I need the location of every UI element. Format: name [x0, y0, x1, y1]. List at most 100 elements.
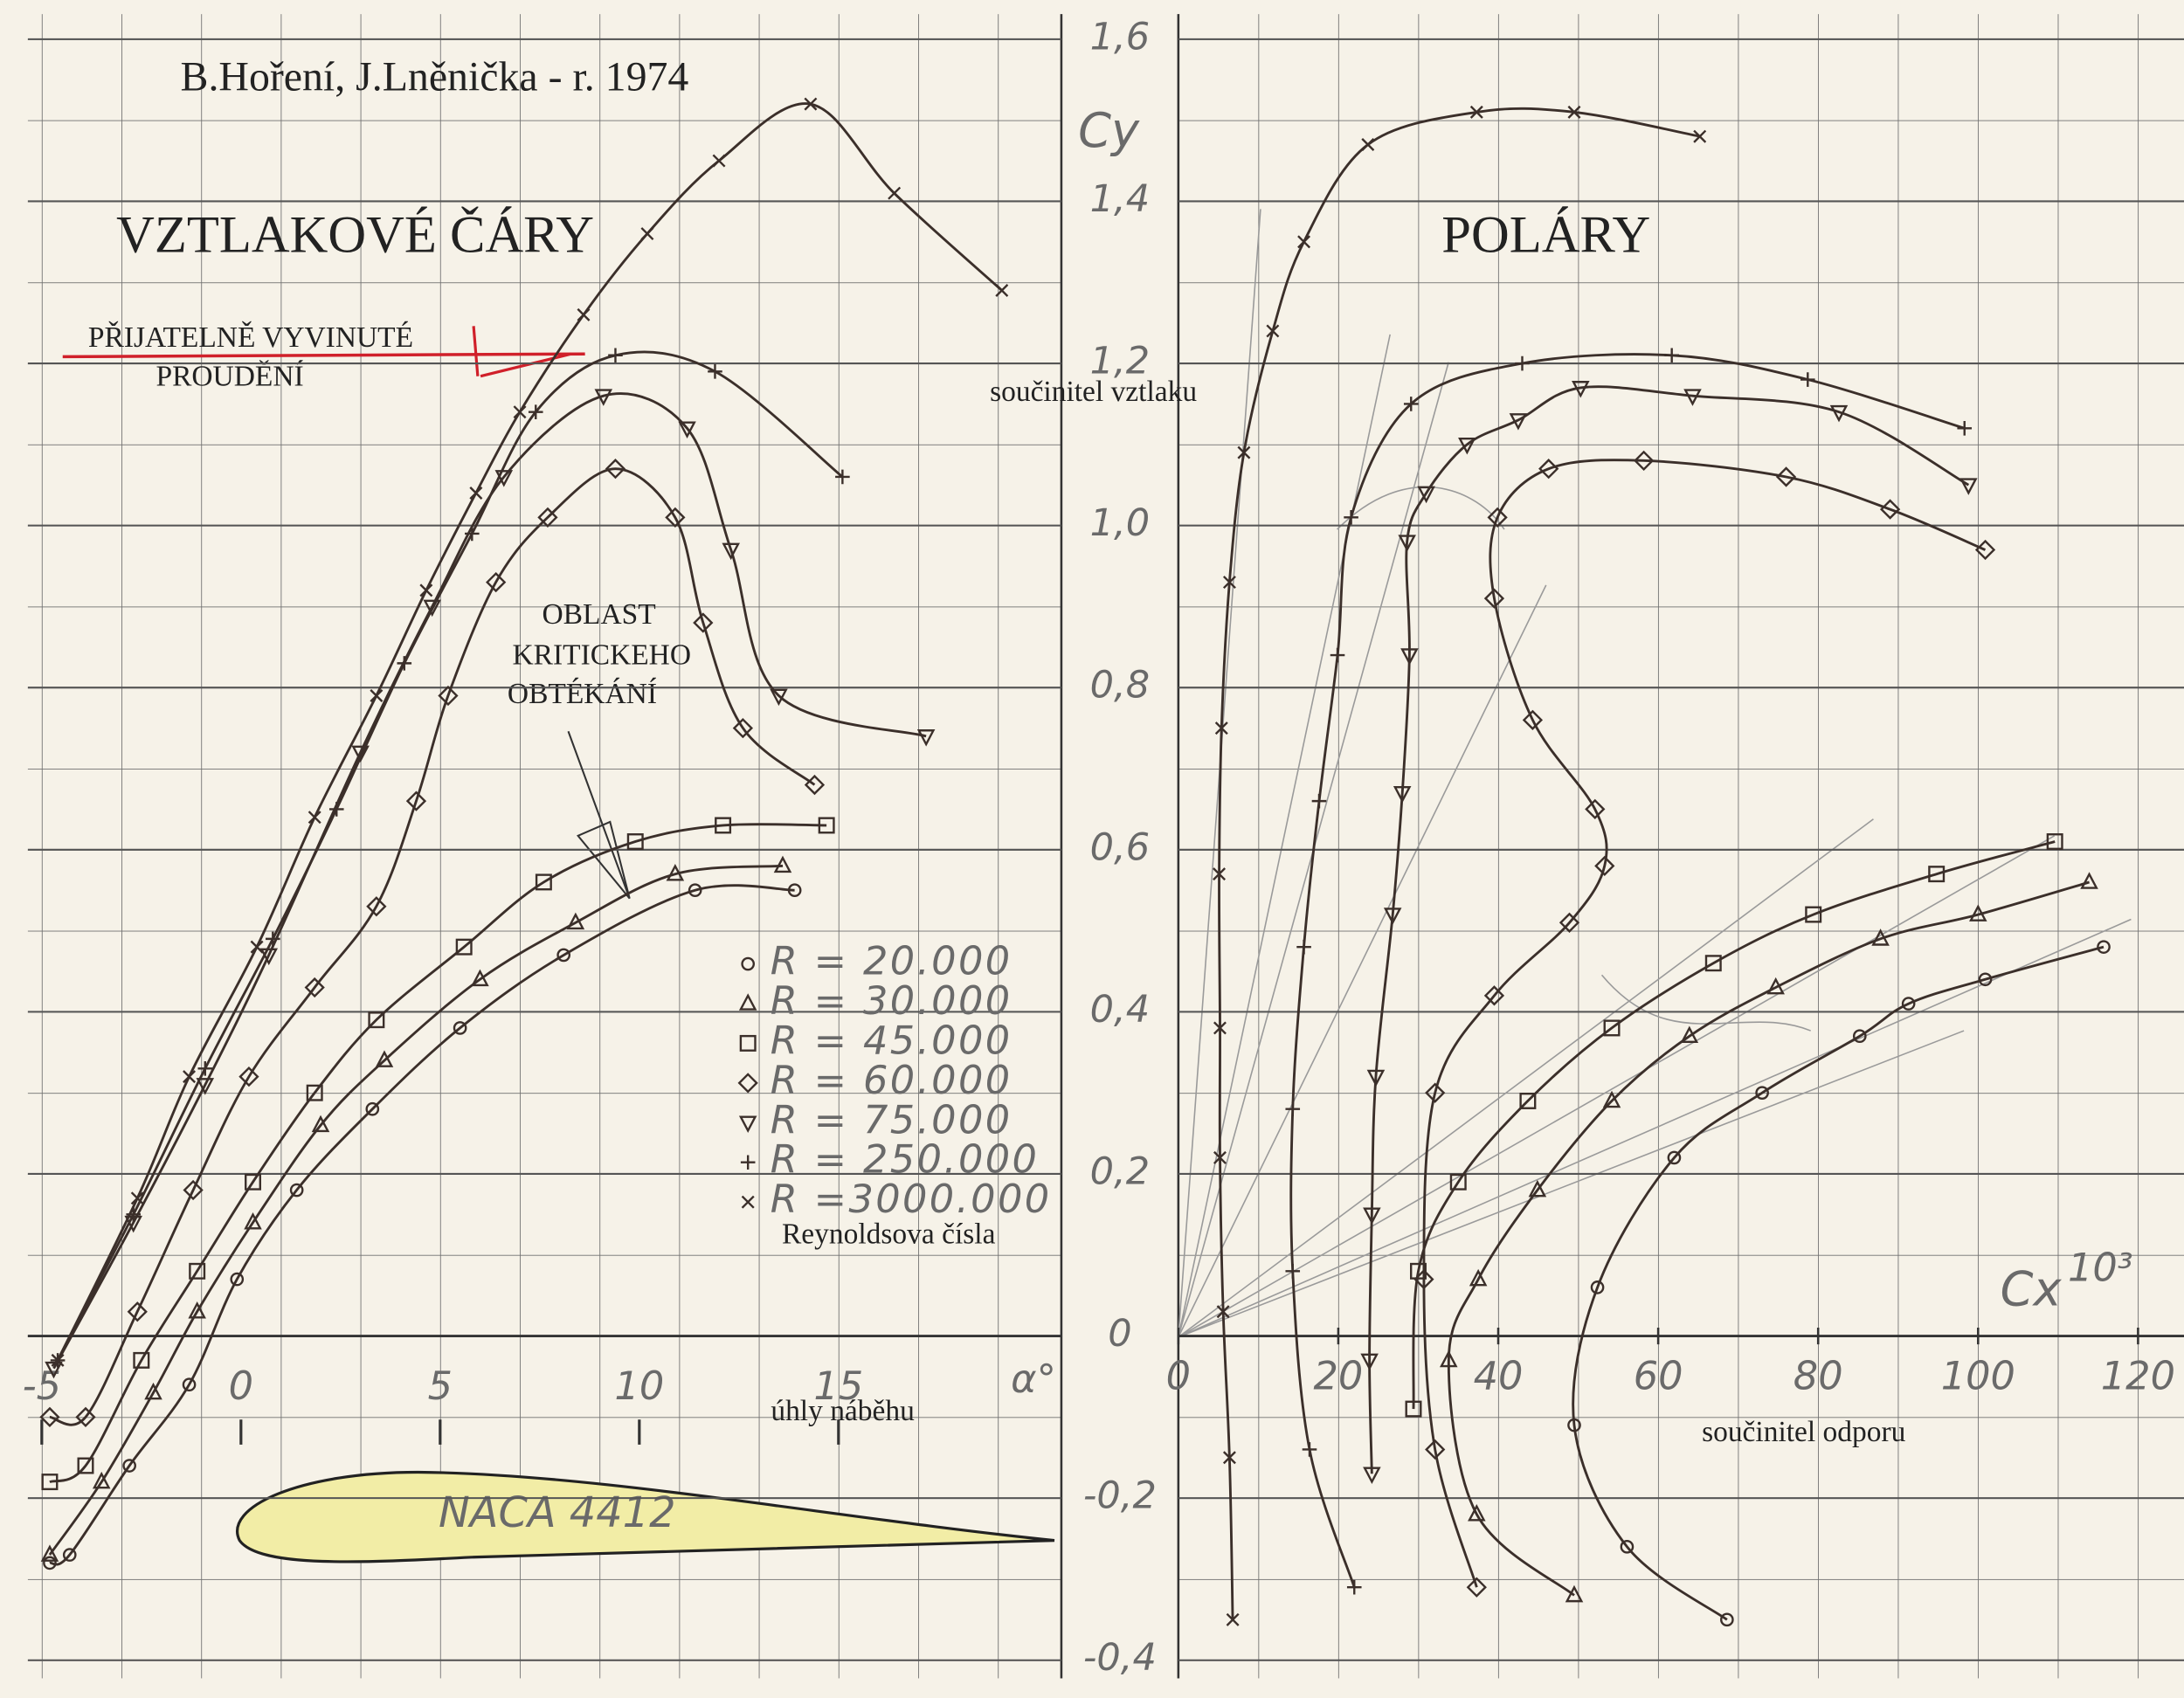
marker — [306, 1084, 323, 1101]
marker — [1363, 1207, 1381, 1225]
marker — [230, 1272, 245, 1287]
marker — [1538, 459, 1559, 480]
y-axis-label: součinitel vztlaku — [990, 376, 1197, 408]
series-line — [49, 823, 827, 1484]
y-tick-label: 0,4 — [1090, 988, 1150, 1032]
marker — [75, 1406, 96, 1427]
y-tick-label: 1,6 — [1090, 15, 1150, 59]
y-tick-label: 1,2 — [1090, 340, 1150, 383]
marker — [1400, 648, 1419, 666]
marker — [92, 1471, 111, 1489]
marker — [1405, 1400, 1422, 1418]
marker — [245, 1173, 261, 1191]
marker — [39, 1406, 60, 1427]
x-tick-label: 40 — [1474, 1354, 1524, 1399]
marker — [513, 405, 527, 419]
marker — [1567, 105, 1581, 119]
marker — [486, 571, 507, 593]
y-tick-label: -0,4 — [1083, 1636, 1157, 1680]
series-line — [1422, 459, 1987, 1588]
marker — [835, 469, 850, 485]
marker — [311, 1115, 330, 1133]
x-tick-label: 0 — [229, 1363, 253, 1409]
marker — [1440, 1349, 1458, 1368]
marker — [289, 1183, 304, 1198]
marker — [1417, 486, 1435, 504]
marker — [1237, 445, 1251, 459]
paper-grid-left — [27, 14, 1061, 1679]
legend-label: R = 30.000 — [771, 978, 1013, 1024]
marker — [1565, 1584, 1584, 1603]
marker — [787, 883, 802, 898]
marker — [304, 977, 325, 998]
marker — [183, 1070, 197, 1084]
marker — [1879, 499, 1901, 520]
marker — [469, 487, 483, 500]
marker — [1330, 647, 1345, 663]
marker — [183, 1179, 204, 1201]
author: B.Hoření, J.Lněnička - r. 1974 — [181, 54, 689, 100]
marker — [566, 912, 585, 930]
marker — [189, 1262, 206, 1280]
legend-label: R = 45.000 — [771, 1018, 1013, 1063]
legend-marker — [739, 1034, 757, 1052]
marker — [1425, 1082, 1446, 1103]
marker — [197, 1061, 213, 1076]
marker — [1458, 438, 1476, 455]
marker — [365, 1101, 380, 1116]
marker — [1311, 793, 1327, 809]
marker — [1603, 1019, 1621, 1037]
marker — [1469, 1268, 1488, 1287]
y-tick-label: 1,0 — [1090, 501, 1150, 545]
y-tick-label: 0,8 — [1090, 664, 1150, 708]
marker — [1957, 420, 1973, 436]
series-line — [52, 392, 927, 1370]
marker — [366, 896, 387, 917]
marker — [1213, 1150, 1227, 1164]
marker — [1360, 1353, 1379, 1371]
y-tick-label: 1,4 — [1090, 177, 1150, 221]
marker — [1483, 588, 1505, 609]
legend-marker — [741, 956, 756, 971]
airfoil — [236, 1470, 1055, 1563]
x-axis-factor: 10³ — [2068, 1245, 2133, 1290]
marker — [537, 507, 558, 528]
x-tick-label: 60 — [1634, 1354, 1683, 1399]
marker — [1226, 1612, 1240, 1626]
marker — [1620, 1539, 1635, 1554]
marker — [1285, 1264, 1301, 1279]
legend-marker — [741, 1195, 755, 1209]
marker — [1766, 977, 1785, 995]
marker — [1483, 985, 1505, 1006]
marker — [1590, 1280, 1605, 1294]
marker — [438, 685, 459, 707]
legend-label: R =3000.000 — [771, 1177, 1052, 1222]
marker — [122, 1459, 136, 1473]
marker — [1216, 1305, 1230, 1319]
marker — [1559, 912, 1580, 933]
marker — [708, 364, 722, 379]
marker — [423, 599, 441, 618]
marker — [1755, 1086, 1769, 1101]
marker — [1302, 1442, 1317, 1457]
marker — [1634, 450, 1655, 472]
series-line — [56, 350, 844, 1362]
marker — [1928, 866, 1946, 883]
marker — [594, 389, 613, 406]
marker — [1222, 1451, 1236, 1465]
chart-title: POLÁRY — [1441, 205, 1650, 264]
marker — [1425, 1439, 1446, 1460]
marker — [712, 154, 726, 168]
marker — [770, 688, 788, 707]
marker — [133, 1351, 150, 1369]
flow-marker — [62, 326, 585, 378]
note-flow: PROUDĚNÍ — [156, 361, 303, 393]
marker — [626, 833, 644, 851]
marker — [577, 307, 591, 321]
series-line — [49, 884, 795, 1566]
marker — [818, 817, 835, 834]
marker — [804, 97, 818, 111]
x-tick-label: 10 — [614, 1363, 664, 1409]
marker — [1602, 1090, 1621, 1108]
marker — [916, 729, 936, 747]
